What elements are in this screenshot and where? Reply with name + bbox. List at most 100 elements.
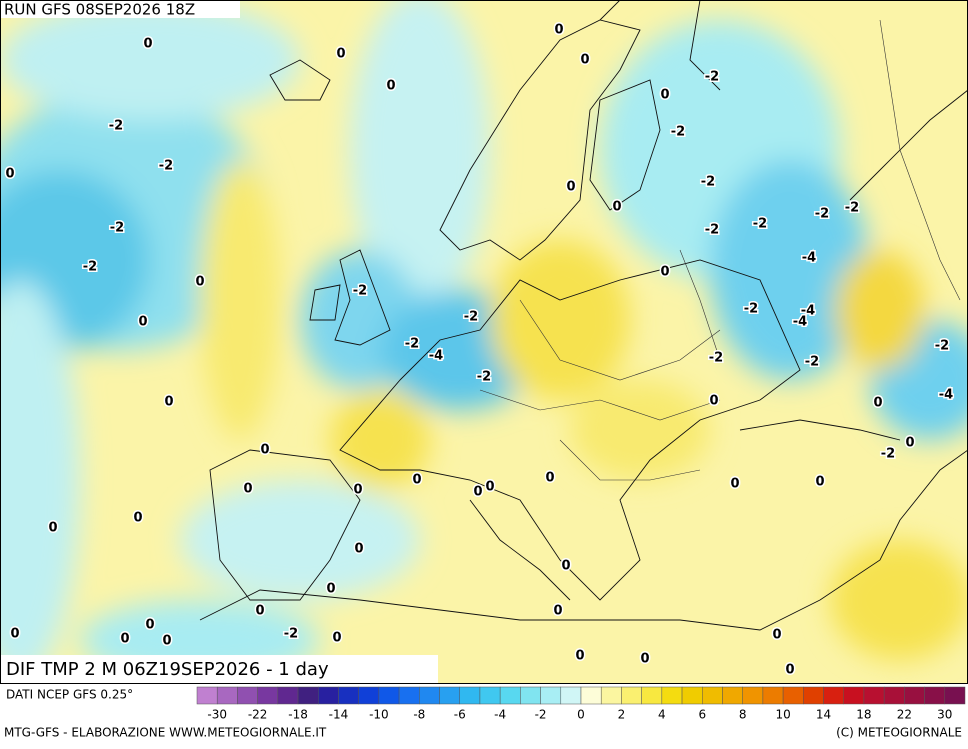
colorbar-swatch — [398, 686, 420, 705]
colorbar-swatch — [520, 686, 541, 705]
footer-left: MTG-GFS - ELABORAZIONE WWW.METEOGIORNALE… — [4, 726, 327, 740]
colorbar-tick-label: 2 — [618, 708, 626, 722]
contour-label: 0 — [785, 663, 794, 678]
contour-label: -2 — [464, 310, 478, 325]
colorbar-swatch — [257, 686, 279, 705]
contour-labels: 0 0 0 -2 -2 0 -2 -2 0 0 -2 -2 -4 -2 -2 0 0 0 0 0 0 0 0 0 0 0 0 0 0 0 0… — [4, 21, 955, 679]
colorbar-swatch — [499, 686, 521, 705]
contour-label: 0 — [354, 542, 363, 557]
colorbar: -30 -22 -18 -14 -10 -8 -6 -4 -2 0 2 4 6 8 10 14 18 22 30 — [196, 686, 966, 722]
colorbar-tick-label: 18 — [856, 708, 871, 722]
contour-label: 0 — [48, 521, 57, 536]
contour-label: 0 — [386, 79, 395, 94]
contour-label: -2 — [671, 125, 685, 140]
colorbar-swatch — [580, 686, 602, 705]
contour-label: 0 — [905, 436, 914, 451]
contour-label: 0 — [815, 475, 824, 490]
colorbar-swatch — [803, 686, 824, 705]
colorbar-swatch — [742, 686, 764, 705]
colorbar-tick-label: -22 — [248, 708, 268, 722]
colorbar-swatch — [560, 686, 582, 705]
contour-label: -2 — [705, 223, 719, 238]
colorbar-swatch — [944, 686, 966, 705]
colorbar-swatch — [883, 686, 905, 705]
run-box — [0, 0, 240, 18]
contour-label: 0 — [243, 482, 252, 497]
contour-label: 0 — [353, 483, 362, 498]
colorbar-tick-label: 10 — [775, 708, 790, 722]
colorbar-swatch — [600, 686, 622, 705]
colorbar-swatch — [843, 686, 865, 705]
colorbar-swatch — [863, 686, 885, 705]
contour-label: -2 — [744, 302, 758, 317]
contour-label: -2 — [477, 370, 491, 385]
colorbar-swatch — [702, 686, 723, 705]
colorbar-swatch — [378, 686, 400, 705]
contour-label: 0 — [553, 604, 562, 619]
contour-label: -2 — [845, 201, 859, 216]
contour-label: -2 — [815, 207, 829, 222]
contour-label: 0 — [485, 480, 494, 495]
coastlines — [199, 0, 968, 631]
run-label: RUN GFS 08SEP2026 18Z — [4, 1, 195, 19]
title-box — [0, 655, 438, 684]
map-title: DIF TMP 2 M 06Z19SEP2026 - 1 day — [6, 659, 329, 680]
contour-label: -4 — [939, 388, 953, 403]
contour-label: 0 — [120, 632, 129, 647]
contour-label: 0 — [709, 394, 718, 409]
map: 0 0 0 -2 -2 0 -2 -2 0 0 -2 -2 -4 -2 -2 0 0 0 0 0 0 0 0 0 0 0 0 0 0 0 0… — [0, 0, 968, 684]
contour-label: 0 — [143, 37, 152, 52]
colorbar-tick-label: 30 — [937, 708, 952, 722]
contour-label: 0 — [730, 477, 739, 492]
colorbar-tick-label: 6 — [698, 708, 706, 722]
contour-label: 0 — [545, 471, 554, 486]
contour-label: -2 — [881, 447, 895, 462]
contour-label: 0 — [336, 47, 345, 62]
colorbar-tick-label: 8 — [739, 708, 747, 722]
colorbar-swatch — [196, 686, 218, 705]
contour-label: 0 — [133, 511, 142, 526]
colorbar-tick-label: -2 — [535, 708, 547, 722]
colorbar-tick-label: -30 — [207, 708, 227, 722]
colorbar-swatch — [216, 686, 238, 705]
contour-label: 0 — [561, 559, 570, 574]
colorbar-swatch — [277, 686, 299, 705]
contour-label: 0 — [255, 604, 264, 619]
contour-label: -2 — [159, 159, 173, 174]
footer-right: (C) METEOGIORNALE — [836, 726, 962, 740]
field — [0, 0, 968, 680]
contour-label: -2 — [110, 221, 124, 236]
contour-label: 0 — [164, 395, 173, 410]
contour-label: -2 — [109, 119, 123, 134]
colorbar-swatch — [762, 686, 784, 705]
contour-label: -2 — [353, 284, 367, 299]
contour-label: -2 — [405, 337, 419, 352]
contour-label: 0 — [10, 627, 19, 642]
contour-label: 0 — [873, 396, 882, 411]
contour-label: 0 — [575, 649, 584, 664]
contour-label: 0 — [332, 631, 341, 646]
borders — [479, 19, 961, 481]
contour-label: 0 — [612, 200, 621, 215]
contour-label: 0 — [138, 315, 147, 330]
colorbar-swatch — [681, 686, 703, 705]
colorbar-swatch — [540, 686, 562, 705]
colorbar-swatch — [924, 686, 946, 705]
colorbar-swatch — [358, 686, 380, 705]
contour-label: 0 — [772, 628, 781, 643]
contour-label: 0 — [412, 473, 421, 488]
contour-label: -2 — [83, 260, 97, 275]
colorbar-swatch — [823, 686, 844, 705]
colorbar-swatch — [439, 686, 460, 705]
colorbar-tick-label: -6 — [454, 708, 466, 722]
colorbar-tick-label: -14 — [329, 708, 349, 722]
contour-label: 0 — [566, 180, 575, 195]
colorbar-swatch — [419, 686, 440, 705]
contour-label: -4 — [801, 304, 815, 319]
contour-label: -2 — [935, 339, 949, 354]
colorbar-tick-label: -8 — [413, 708, 425, 722]
contour-label: 0 — [260, 443, 269, 458]
contour-label: 0 — [145, 618, 154, 633]
contour-label: -2 — [701, 175, 715, 190]
